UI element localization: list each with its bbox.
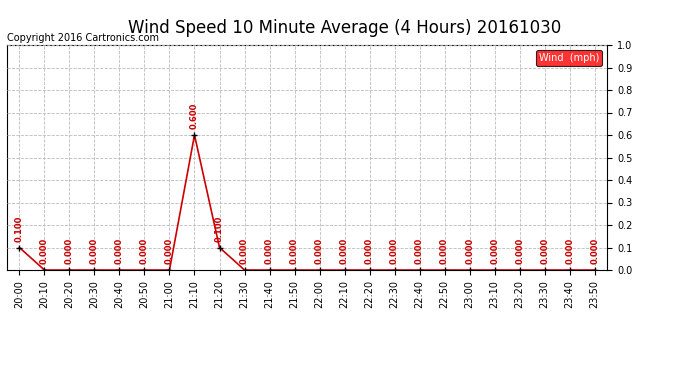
Text: 0.000: 0.000 [90, 238, 99, 264]
Text: 0.000: 0.000 [590, 238, 599, 264]
Text: 0.000: 0.000 [365, 238, 374, 264]
Text: 0.000: 0.000 [140, 238, 149, 264]
Text: 0.100: 0.100 [215, 216, 224, 242]
Text: 0.000: 0.000 [240, 238, 249, 264]
Text: Wind Speed 10 Minute Average (4 Hours) 20161030: Wind Speed 10 Minute Average (4 Hours) 2… [128, 19, 562, 37]
Text: 0.000: 0.000 [65, 238, 74, 264]
Text: 0.000: 0.000 [115, 238, 124, 264]
Text: 0.000: 0.000 [515, 238, 524, 264]
Text: 0.000: 0.000 [265, 238, 274, 264]
Text: 0.000: 0.000 [390, 238, 399, 264]
Text: 0.000: 0.000 [565, 238, 574, 264]
Text: 0.000: 0.000 [165, 238, 174, 264]
Text: 0.000: 0.000 [415, 238, 424, 264]
Text: 0.000: 0.000 [40, 238, 49, 264]
Text: 0.000: 0.000 [340, 238, 349, 264]
Text: 0.600: 0.600 [190, 103, 199, 129]
Text: 0.000: 0.000 [490, 238, 499, 264]
Text: 0.100: 0.100 [15, 216, 24, 242]
Text: 0.000: 0.000 [440, 238, 449, 264]
Legend: Wind  (mph): Wind (mph) [536, 50, 602, 66]
Text: Copyright 2016 Cartronics.com: Copyright 2016 Cartronics.com [7, 33, 159, 43]
Text: 0.000: 0.000 [465, 238, 474, 264]
Text: 0.000: 0.000 [290, 238, 299, 264]
Text: 0.000: 0.000 [315, 238, 324, 264]
Text: 0.000: 0.000 [540, 238, 549, 264]
